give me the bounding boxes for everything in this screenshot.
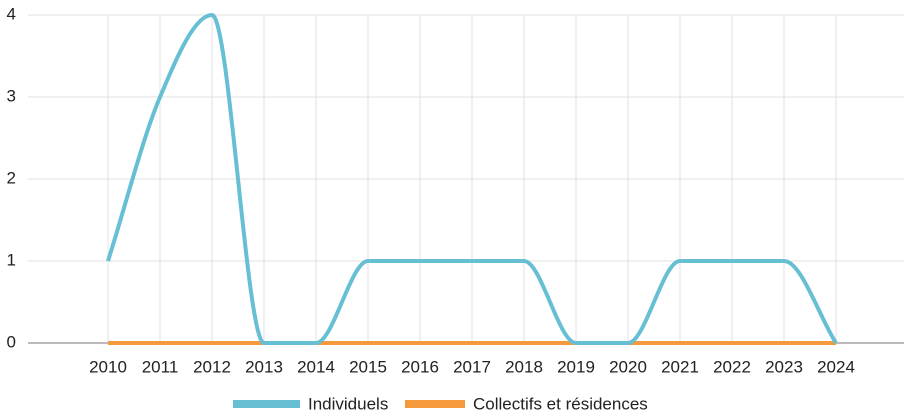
x-tick-label: 2024 — [817, 357, 855, 376]
y-tick-label: 1 — [7, 250, 16, 269]
x-tick-label: 2015 — [349, 357, 387, 376]
x-tick-label: 2013 — [245, 357, 283, 376]
x-tick-label: 2017 — [453, 357, 491, 376]
x-tick-label: 2011 — [142, 357, 179, 376]
line-series — [106, 13, 838, 345]
legend-swatch — [405, 400, 465, 408]
legend-label: Collectifs et résidences — [473, 394, 648, 413]
x-tick-label: 2021 — [661, 357, 699, 376]
y-tick-label: 2 — [7, 168, 16, 187]
x-tick-label: 2014 — [297, 357, 335, 376]
y-tick-label: 3 — [7, 86, 16, 105]
x-tick-label: 2010 — [89, 357, 127, 376]
x-tick-label: 2023 — [765, 357, 803, 376]
x-tick-label: 2022 — [713, 357, 751, 376]
x-tick-label: 2016 — [401, 357, 439, 376]
x-tick-label: 2020 — [609, 357, 647, 376]
x-tick-label: 2019 — [557, 357, 595, 376]
y-tick-label: 0 — [7, 332, 16, 351]
x-tick-label: 2018 — [505, 357, 543, 376]
legend-label: Individuels — [308, 394, 388, 413]
legend-swatch — [233, 400, 300, 408]
x-tick-label: 2012 — [193, 357, 231, 376]
y-tick-label: 4 — [7, 4, 16, 23]
